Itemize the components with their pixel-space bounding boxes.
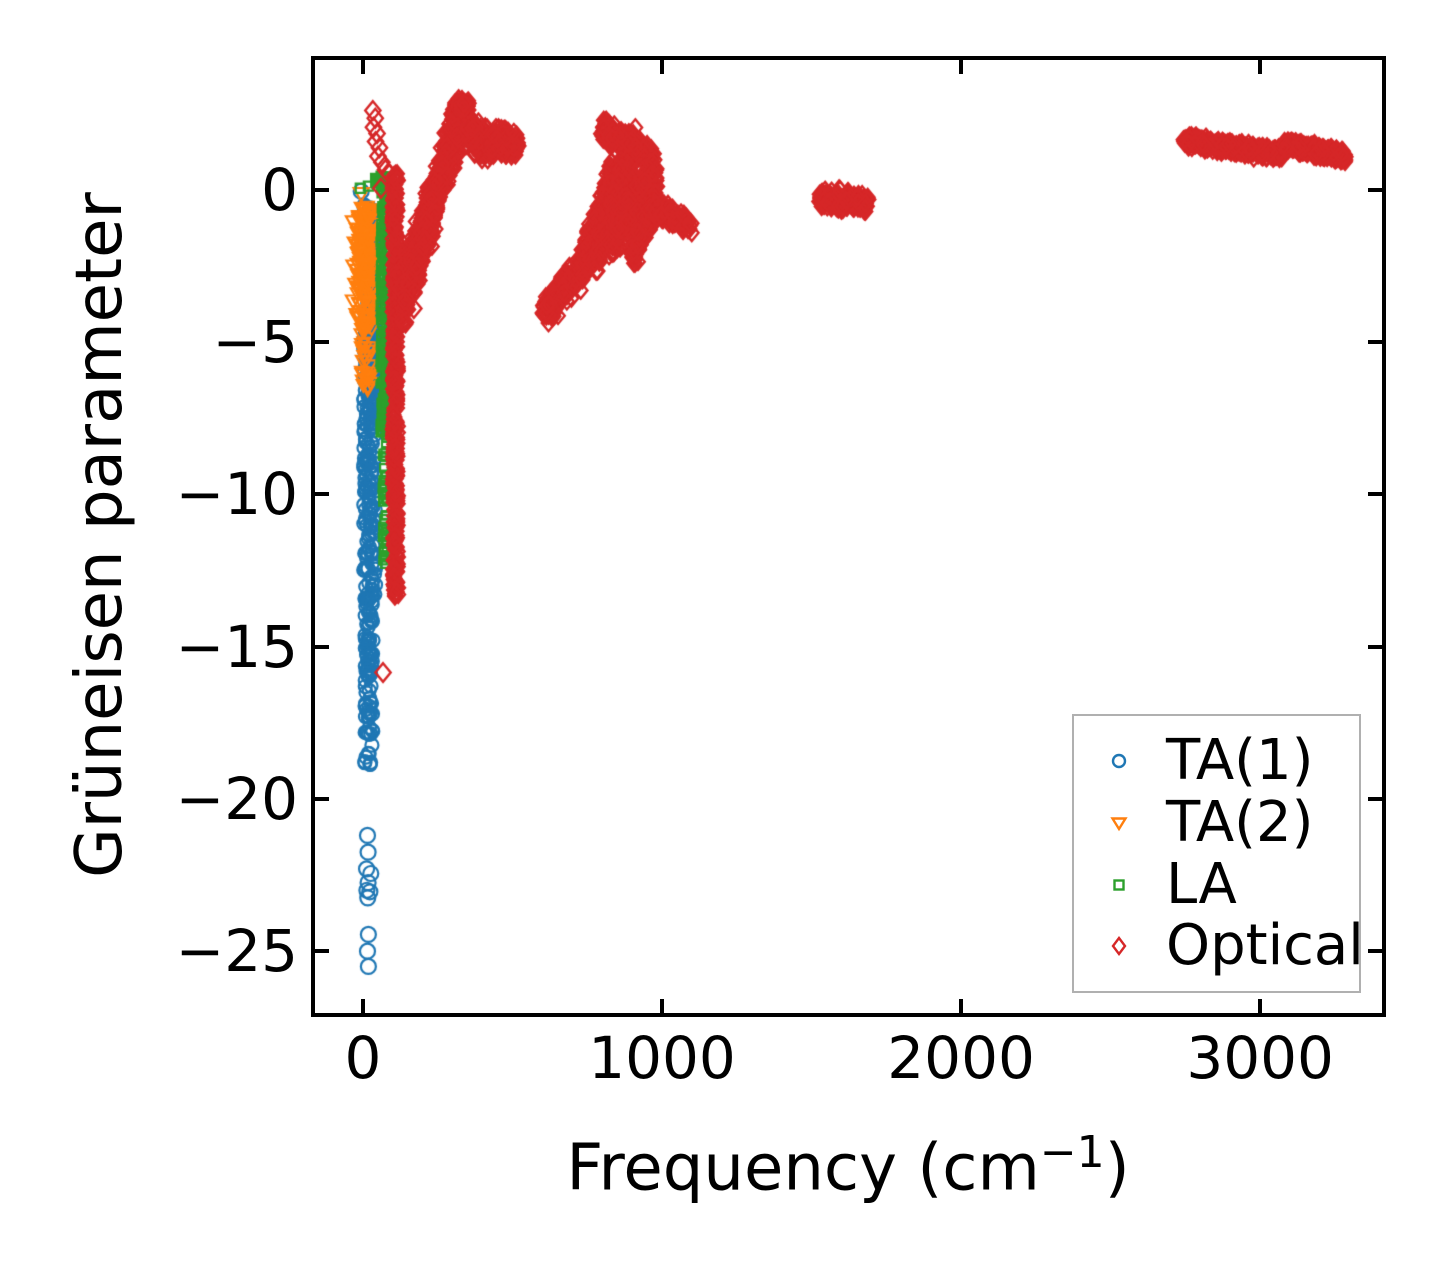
y-tick-left-2 — [315, 492, 329, 497]
y-tick-right-0 — [1368, 187, 1382, 192]
circle-marker-icon — [1111, 753, 1127, 769]
y-tick-right-2 — [1368, 492, 1382, 497]
x-tick-bottom-3 — [1258, 999, 1263, 1013]
y-tick-left-3 — [315, 644, 329, 649]
x-axis-title: Frequency (cm−1) — [566, 1116, 1129, 1205]
x-axis-title-superscript: −1 — [1039, 1127, 1105, 1178]
y-tick-right-1 — [1368, 340, 1382, 345]
legend-item-optical: Optical — [1074, 917, 1364, 975]
diamond-marker-icon — [1111, 936, 1127, 956]
x-tick-label-0: 0 — [344, 1024, 382, 1092]
y-tick-right-3 — [1368, 644, 1382, 649]
y-tick-left-1 — [315, 340, 329, 345]
x-tick-top-3 — [1258, 60, 1263, 74]
legend-label-optical: Optical — [1166, 913, 1364, 978]
y-tick-left-0 — [315, 187, 329, 192]
square-marker-icon — [1113, 879, 1125, 891]
y-tick-label-4: −20 — [175, 764, 298, 833]
legend-item-ta2: TA(2) — [1074, 794, 1359, 852]
y-axis-title: Grüneisen parameter — [63, 192, 137, 878]
legend-label-la: LA — [1166, 852, 1237, 917]
x-axis-title-text: Frequency (cm — [566, 1131, 1040, 1206]
y-tick-label-3: −15 — [175, 612, 298, 681]
y-tick-right-4 — [1368, 796, 1382, 801]
x-tick-bottom-0 — [360, 999, 365, 1013]
y-tick-label-0: 0 — [261, 155, 298, 224]
x-tick-top-0 — [360, 60, 365, 74]
y-tick-label-5: −25 — [175, 917, 298, 986]
y-tick-label-2: −10 — [175, 460, 298, 529]
y-tick-right-5 — [1368, 949, 1382, 954]
x-tick-bottom-2 — [959, 999, 964, 1013]
x-tick-top-2 — [959, 60, 964, 74]
x-tick-label-2: 2000 — [887, 1024, 1035, 1092]
y-tick-label-1: −5 — [212, 308, 299, 377]
legend-box: TA(1) TA(2) LA Optical — [1072, 714, 1364, 993]
x-axis-title-close: ) — [1104, 1131, 1130, 1206]
x-tick-top-1 — [660, 60, 665, 74]
y-tick-left-5 — [315, 949, 329, 954]
legend-label-ta1: TA(1) — [1166, 728, 1314, 793]
triangle-down-marker-icon — [1110, 817, 1128, 832]
x-tick-label-1: 1000 — [588, 1024, 736, 1092]
legend-item-ta1: TA(1) — [1074, 732, 1359, 790]
legend-label-ta2: TA(2) — [1166, 790, 1314, 855]
x-tick-label-3: 3000 — [1186, 1024, 1334, 1092]
y-tick-left-4 — [315, 796, 329, 801]
x-tick-bottom-1 — [660, 999, 665, 1013]
legend-item-la: LA — [1074, 856, 1359, 914]
